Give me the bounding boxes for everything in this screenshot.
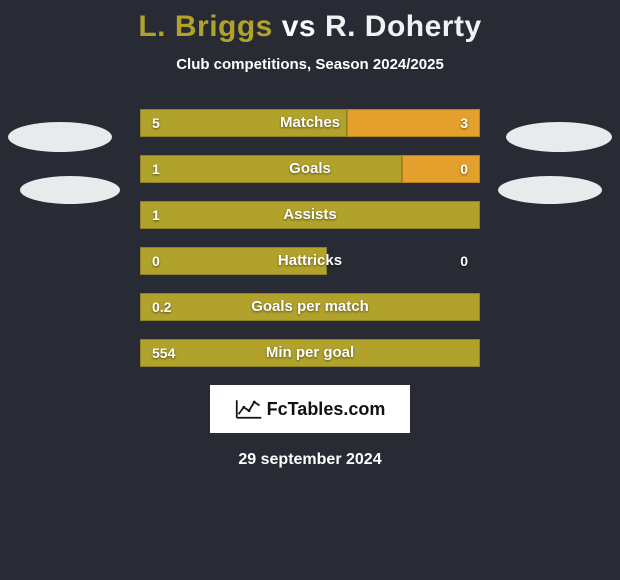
- stat-value-left: 1: [152, 155, 160, 183]
- subtitle: Club competitions, Season 2024/2025: [0, 56, 620, 73]
- bar-left: [140, 339, 480, 367]
- date-text: 29 september 2024: [0, 451, 620, 469]
- stat-row: 1Assists: [140, 201, 480, 229]
- stats-area: 53Matches10Goals1Assists00Hattricks0.2Go…: [0, 109, 620, 367]
- stat-value-right: 0: [460, 155, 468, 183]
- player-left-name: L. Briggs: [138, 10, 273, 43]
- fctables-logo: FcTables.com: [210, 385, 410, 433]
- chart-icon: [235, 398, 263, 420]
- stat-row: 10Goals: [140, 155, 480, 183]
- stat-value-left: 0: [152, 247, 160, 275]
- bar-left: [140, 155, 402, 183]
- stat-row: 53Matches: [140, 109, 480, 137]
- logo-text: FcTables.com: [267, 399, 386, 420]
- stat-value-right: 0: [460, 247, 468, 275]
- stat-value-left: 554: [152, 339, 175, 367]
- stat-value-left: 0.2: [152, 293, 171, 321]
- stat-row: 554Min per goal: [140, 339, 480, 367]
- bar-left: [140, 201, 480, 229]
- stat-value-left: 1: [152, 201, 160, 229]
- stat-value-right: 3: [460, 109, 468, 137]
- bar-left: [140, 247, 327, 275]
- stat-value-left: 5: [152, 109, 160, 137]
- bar-left: [140, 293, 480, 321]
- stat-row: 0.2Goals per match: [140, 293, 480, 321]
- vs-text: vs: [282, 10, 316, 43]
- stat-row: 00Hattricks: [140, 247, 480, 275]
- comparison-title: L. Briggs vs R. Doherty: [0, 0, 620, 44]
- bar-right: [402, 155, 480, 183]
- bar-left: [140, 109, 347, 137]
- player-right-name: R. Doherty: [325, 10, 482, 43]
